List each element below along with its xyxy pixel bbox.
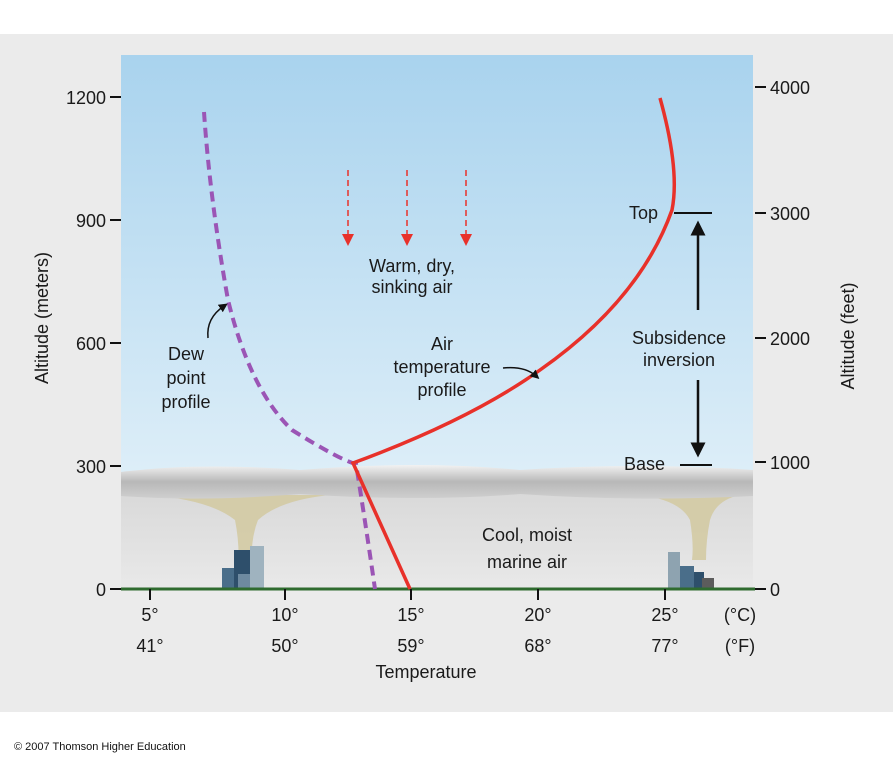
left-tick-0: 0 (96, 580, 106, 600)
celsius-tick-10: 10° (271, 605, 298, 625)
air-temp-label-line1: Air (431, 334, 453, 354)
subsidence-label-line2: inversion (643, 350, 715, 370)
sky-region (121, 55, 753, 475)
celsius-tick-20: 20° (524, 605, 551, 625)
dew-point-pointer-arrow (207, 303, 228, 339)
right-axis: 0 1000 2000 3000 4000 Altitude (feet) (755, 78, 858, 600)
right-tick-4000: 4000 (770, 78, 810, 98)
celsius-tick-25: 25° (651, 605, 678, 625)
fahrenheit-tick-41: 41° (136, 636, 163, 656)
inversion-top-label: Top (629, 203, 658, 223)
copyright-notice: © 2007 Thomson Higher Education (14, 741, 186, 753)
celsius-tick-5: 5° (141, 605, 158, 625)
fahrenheit-tick-59: 59° (397, 636, 424, 656)
right-tick-0: 0 (770, 580, 780, 600)
air-temp-label-line2: temperature (393, 357, 490, 377)
marine-air-label-line2: marine air (487, 552, 567, 572)
air-temperature-profile-line (350, 97, 677, 590)
smog-plume-right (640, 495, 740, 560)
air-temperature-pointer-arrow (502, 366, 540, 380)
right-tick-3000: 3000 (770, 204, 810, 224)
left-axis: 0 300 600 900 1200 Altitude (meters) (32, 88, 121, 600)
smog-plume-left (150, 495, 330, 570)
right-tick-2000: 2000 (770, 329, 810, 349)
fahrenheit-tick-50: 50° (271, 636, 298, 656)
city-buildings-right (668, 552, 714, 589)
marine-air-label-line1: Cool, moist (482, 525, 572, 545)
bottom-axis: 5° 10° 15° 20° 25° (°C) 41° 50° 59° 68° … (136, 589, 756, 682)
fahrenheit-unit: (°F) (725, 636, 755, 656)
air-temp-label-line3: profile (417, 380, 466, 400)
celsius-tick-15: 15° (397, 605, 424, 625)
dew-point-label-line2: point (166, 368, 205, 388)
left-tick-1200: 1200 (66, 88, 106, 108)
inversion-cloud-band (121, 465, 753, 499)
fahrenheit-tick-77: 77° (651, 636, 678, 656)
left-axis-label: Altitude (meters) (32, 252, 52, 384)
sinking-air-arrows (342, 170, 472, 246)
dew-point-label-line1: Dew (168, 344, 205, 364)
city-buildings-left (222, 546, 264, 589)
sinking-air-label-line2: sinking air (371, 277, 452, 297)
sinking-air-label-line1: Warm, dry, (369, 256, 455, 276)
fahrenheit-tick-68: 68° (524, 636, 551, 656)
left-tick-300: 300 (76, 457, 106, 477)
left-tick-600: 600 (76, 334, 106, 354)
right-tick-1000: 1000 (770, 453, 810, 473)
dew-point-label-line3: profile (161, 392, 210, 412)
subsidence-label-line1: Subsidence (632, 328, 726, 348)
bottom-axis-label: Temperature (375, 662, 476, 682)
right-axis-label: Altitude (feet) (838, 282, 858, 389)
inversion-base-label: Base (624, 454, 665, 474)
left-tick-900: 900 (76, 211, 106, 231)
celsius-unit: (°C) (724, 605, 756, 625)
